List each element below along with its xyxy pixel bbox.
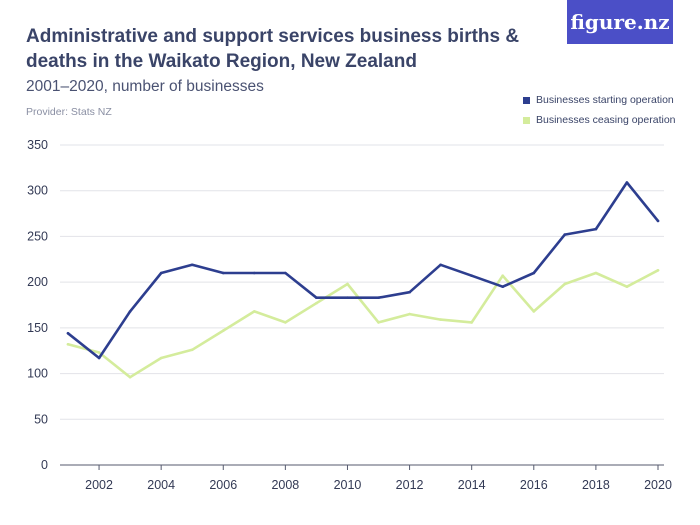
data-point-ceasing	[128, 375, 132, 379]
data-point-ceasing	[563, 282, 567, 286]
legend-label-ceasing: Businesses ceasing operation	[536, 114, 676, 126]
y-tick-label: 300	[27, 184, 48, 198]
figure-nz-logo[interactable]: figure.nz	[567, 0, 673, 44]
legend-label-starting: Businesses starting operation	[536, 94, 674, 106]
data-point-ceasing	[346, 282, 349, 286]
data-point-ceasing	[377, 321, 380, 324]
data-point-starting	[190, 263, 194, 267]
data-point-ceasing	[97, 351, 101, 354]
data-point-starting	[128, 310, 132, 313]
data-point-starting	[594, 227, 598, 231]
series-line-ceasing	[66, 268, 660, 379]
x-tick-label: 2020	[644, 478, 672, 492]
data-point-starting	[625, 181, 629, 184]
legend-item-starting: Businesses starting operation	[523, 90, 676, 110]
x-tick-label: 2004	[147, 478, 175, 492]
chart-subtitle: 2001–2020, number of businesses	[26, 78, 264, 95]
x-tick-label: 2006	[209, 478, 237, 492]
data-point-ceasing	[532, 310, 536, 313]
y-tick-label: 350	[27, 138, 48, 152]
data-point-ceasing	[625, 285, 629, 289]
x-tick-label: 2002	[85, 478, 113, 492]
data-point-ceasing	[315, 301, 318, 305]
chart-title: Administrative and support services busi…	[26, 26, 520, 72]
data-point-starting	[501, 285, 505, 289]
data-point-starting	[656, 219, 660, 223]
x-tick-label: 2018	[582, 478, 610, 492]
data-point-starting	[284, 271, 287, 275]
data-point-starting	[532, 271, 536, 275]
data-point-ceasing	[284, 321, 287, 324]
data-point-ceasing	[501, 274, 505, 278]
data-point-ceasing	[594, 271, 598, 275]
data-point-ceasing	[656, 269, 660, 272]
legend-item-ceasing: Businesses ceasing operation	[523, 110, 676, 130]
data-point-ceasing	[222, 329, 225, 332]
data-point-starting	[377, 296, 380, 300]
data-point-starting	[408, 290, 411, 294]
data-point-starting	[253, 271, 256, 275]
series-line-starting	[66, 181, 660, 360]
y-tick-label: 250	[27, 229, 48, 243]
data-point-starting	[439, 263, 442, 267]
data-point-ceasing	[253, 310, 256, 313]
x-tick-label: 2008	[271, 478, 299, 492]
data-point-ceasing	[470, 321, 474, 324]
legend-swatch-starting	[523, 96, 530, 104]
data-point-starting	[346, 296, 349, 300]
x-tick-label: 2010	[334, 478, 362, 492]
y-tick-label: 150	[27, 321, 48, 335]
data-point-starting	[97, 356, 101, 360]
y-tick-label: 100	[27, 367, 48, 381]
data-point-starting	[66, 332, 70, 335]
data-point-ceasing	[66, 343, 70, 346]
data-point-ceasing	[159, 356, 163, 360]
data-point-starting	[315, 296, 318, 300]
legend-swatch-ceasing	[523, 116, 530, 124]
x-tick-label: 2012	[396, 478, 424, 492]
data-point-starting	[563, 233, 567, 236]
data-point-ceasing	[190, 348, 194, 352]
x-tick-label: 2014	[458, 478, 486, 492]
data-point-ceasing	[408, 312, 411, 316]
data-point-starting	[470, 274, 474, 278]
data-provider: Provider: Stats NZ	[26, 106, 112, 118]
data-point-ceasing	[439, 318, 442, 321]
chart-legend: Businesses starting operation Businesses…	[523, 90, 676, 130]
x-tick-label: 2016	[520, 478, 548, 492]
data-point-starting	[159, 271, 163, 275]
y-tick-label: 200	[27, 275, 48, 289]
y-tick-label: 50	[34, 412, 48, 426]
y-tick-label: 0	[41, 458, 48, 472]
data-point-starting	[222, 271, 225, 275]
